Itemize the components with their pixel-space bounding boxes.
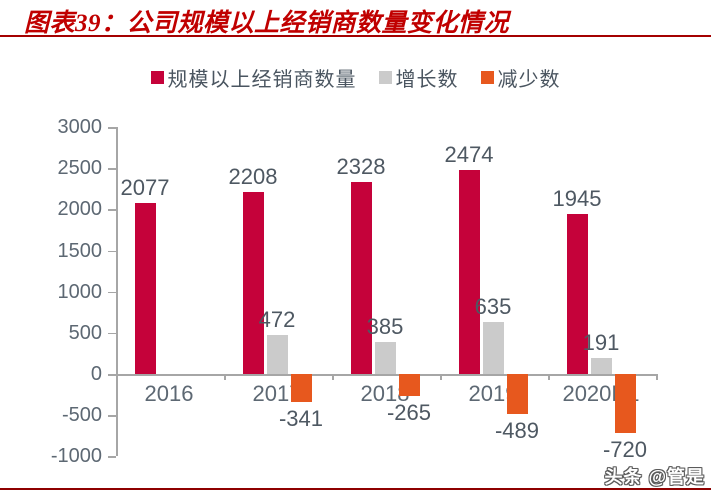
y-axis-tick bbox=[108, 291, 116, 294]
x-axis-tick bbox=[224, 374, 226, 380]
y-axis-tick bbox=[108, 168, 116, 170]
legend-swatch-dealer-count bbox=[150, 71, 164, 84]
bar-decrease-2019 bbox=[506, 374, 528, 415]
legend-label-dealer-count: 规模以上经销商数量 bbox=[167, 69, 357, 91]
bar-decrease-2017 bbox=[290, 374, 312, 403]
value-label-increase-2019: 635 bbox=[474, 293, 512, 319]
bar-increase-2020H1 bbox=[590, 358, 612, 374]
x-axis-tick bbox=[656, 374, 658, 380]
y-axis-tick bbox=[108, 456, 116, 458]
bar-increase-2018 bbox=[374, 342, 396, 374]
value-label-decrease-2017: -341 bbox=[278, 406, 324, 432]
y-axis-tick bbox=[108, 374, 116, 376]
watermark: 头条 @管是 bbox=[604, 467, 705, 487]
y-axis-tick-label: 2500 bbox=[57, 157, 103, 180]
y-axis-tick-label: -1000 bbox=[50, 445, 102, 468]
y-axis-tick-label: 1000 bbox=[57, 280, 103, 303]
legend-swatch-decrease bbox=[480, 71, 494, 84]
x-axis-category-label: 2019 bbox=[468, 381, 518, 406]
bar-dealer-count-2016 bbox=[134, 202, 156, 374]
value-label-dealer-count-2017: 2208 bbox=[228, 164, 278, 190]
x-axis-category-label: 2017 bbox=[252, 381, 302, 406]
title-underline bbox=[0, 35, 711, 37]
bar-dealer-count-2019 bbox=[458, 170, 480, 374]
legend-label-decrease: 减少数 bbox=[497, 69, 561, 91]
y-axis-tick bbox=[108, 332, 116, 335]
value-label-dealer-count-2020H1: 1945 bbox=[552, 185, 602, 211]
y-axis-tick bbox=[108, 415, 116, 417]
y-axis-tick bbox=[108, 127, 116, 129]
x-axis-tick bbox=[332, 374, 334, 380]
x-axis-tick bbox=[440, 374, 442, 380]
y-axis-tick-label: 500 bbox=[68, 321, 102, 344]
y-axis-line bbox=[116, 127, 118, 457]
bar-decrease-2020H1 bbox=[614, 374, 636, 434]
bar-decrease-2018 bbox=[398, 374, 420, 396]
y-axis-tick-label: 1500 bbox=[57, 239, 103, 262]
chart-legend: 规模以上经销商数量 增长数 减少数 bbox=[0, 63, 711, 92]
value-label-increase-2020H1: 191 bbox=[582, 330, 620, 356]
value-label-dealer-count-2019: 2474 bbox=[444, 142, 494, 168]
bar-dealer-count-2017 bbox=[242, 192, 264, 374]
x-axis-tick bbox=[116, 374, 118, 380]
x-axis-category-label: 2020H1 bbox=[562, 381, 640, 406]
legend-swatch-increase bbox=[378, 71, 392, 84]
x-axis-line bbox=[116, 374, 656, 376]
x-axis-category-label: 2016 bbox=[144, 381, 194, 406]
bar-dealer-count-2018 bbox=[350, 182, 372, 374]
y-axis-tick-label: -500 bbox=[61, 404, 102, 427]
y-axis-tick-label: 3000 bbox=[57, 116, 103, 138]
value-label-dealer-count-2016: 2077 bbox=[120, 174, 170, 200]
x-axis-category-label: 2018 bbox=[360, 381, 410, 406]
y-axis-tick bbox=[108, 209, 116, 211]
value-label-dealer-count-2018: 2328 bbox=[336, 154, 386, 180]
value-label-increase-2017: 472 bbox=[258, 307, 296, 333]
bottom-divider bbox=[0, 488, 711, 490]
bar-dealer-count-2020H1 bbox=[566, 213, 588, 374]
value-label-decrease-2019: -489 bbox=[494, 418, 540, 444]
legend-item-dealer-count: 规模以上经销商数量 bbox=[150, 63, 357, 92]
legend-label-increase: 增长数 bbox=[395, 69, 459, 91]
legend-item-increase: 增长数 bbox=[378, 63, 459, 92]
y-axis-tick bbox=[108, 250, 116, 252]
figure-title: 图表39：公司规模以上经销商数量变化情况 bbox=[24, 10, 510, 37]
x-axis-tick bbox=[548, 374, 550, 380]
bar-increase-2017 bbox=[266, 335, 288, 374]
bar-increase-2019 bbox=[482, 321, 504, 374]
y-axis-tick-label: 2000 bbox=[57, 198, 103, 221]
y-axis-tick-label: 0 bbox=[90, 363, 102, 385]
value-label-decrease-2020H1: -720 bbox=[602, 437, 648, 463]
value-label-decrease-2018: -265 bbox=[386, 399, 432, 425]
value-label-increase-2018: 385 bbox=[366, 314, 404, 340]
legend-item-decrease: 减少数 bbox=[480, 63, 561, 92]
